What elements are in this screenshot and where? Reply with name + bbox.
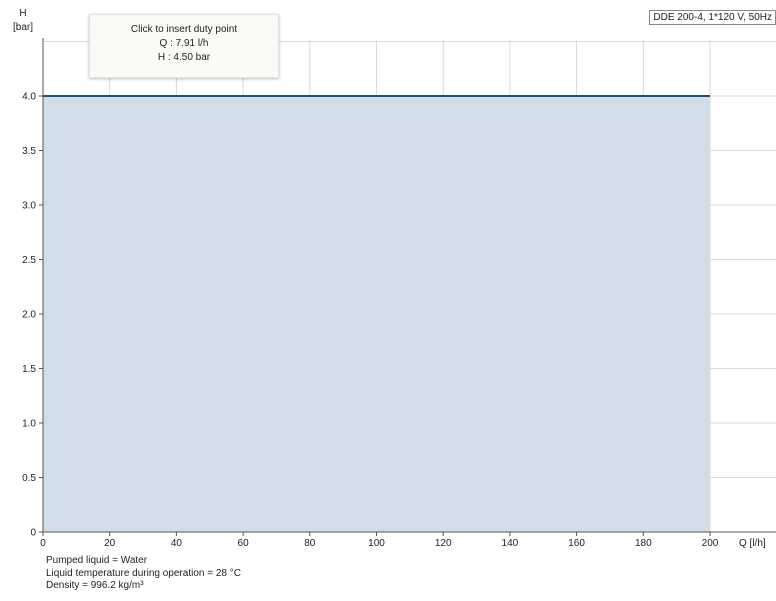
tooltip-flow: Q : 7.91 l/h bbox=[159, 38, 209, 49]
x-tick-label: 100 bbox=[368, 538, 385, 549]
x-tick-labels: 0 20 40 60 80 100 120 140 160 180 200 bbox=[40, 532, 719, 549]
note-density: Density = 996.2 kg/m³ bbox=[46, 580, 144, 591]
y-tick-label: 1.0 bbox=[22, 419, 36, 430]
x-tick-label: 180 bbox=[635, 538, 652, 549]
x-tick-label: 160 bbox=[568, 538, 585, 549]
note-pumped-liquid: Pumped liquid = Water bbox=[46, 555, 148, 566]
liquid-notes: Pumped liquid = Water Liquid temperature… bbox=[46, 555, 241, 593]
x-tick-label: 40 bbox=[171, 538, 183, 549]
y-tick-labels: 0 0.5 1.0 1.5 2.0 2.5 3.0 3.5 4.0 bbox=[22, 92, 43, 539]
y-tick-label: 2.5 bbox=[22, 255, 36, 266]
y-tick-label: 0 bbox=[30, 528, 36, 539]
x-tick-label: 200 bbox=[702, 538, 719, 549]
axes bbox=[42, 38, 776, 533]
x-tick-label: 120 bbox=[435, 538, 452, 549]
x-tick-label: 0 bbox=[40, 538, 46, 549]
x-tick-label: 80 bbox=[304, 538, 316, 549]
x-tick-label: 20 bbox=[104, 538, 116, 549]
y-tick-label: 4.0 bbox=[22, 92, 36, 103]
y-tick-label: 3.0 bbox=[22, 201, 36, 212]
curve-area-fill bbox=[43, 96, 710, 532]
pump-model-label: DDE 200-4, 1*120 V, 50Hz bbox=[649, 10, 776, 25]
duty-point-tooltip[interactable]: Click to insert duty point Q : 7.91 l/h … bbox=[89, 14, 279, 78]
x-tick-label: 60 bbox=[238, 538, 250, 549]
y-tick-label: 2.0 bbox=[22, 310, 36, 321]
note-liquid-temperature: Liquid temperature during operation = 28… bbox=[46, 567, 241, 579]
tooltip-title: Click to insert duty point bbox=[130, 24, 238, 35]
y-tick-label: 3.5 bbox=[22, 146, 36, 157]
y-tick-label: 0.5 bbox=[22, 473, 36, 484]
y-axis-label-unit: [bar] bbox=[13, 22, 33, 33]
y-axis-label-symbol: H bbox=[19, 8, 26, 19]
tooltip-head: H : 4.50 bar bbox=[157, 52, 211, 63]
x-tick-label: 140 bbox=[502, 538, 519, 549]
y-tick-label: 1.5 bbox=[22, 364, 36, 375]
x-axis-label: Q [l/h] bbox=[739, 538, 766, 549]
